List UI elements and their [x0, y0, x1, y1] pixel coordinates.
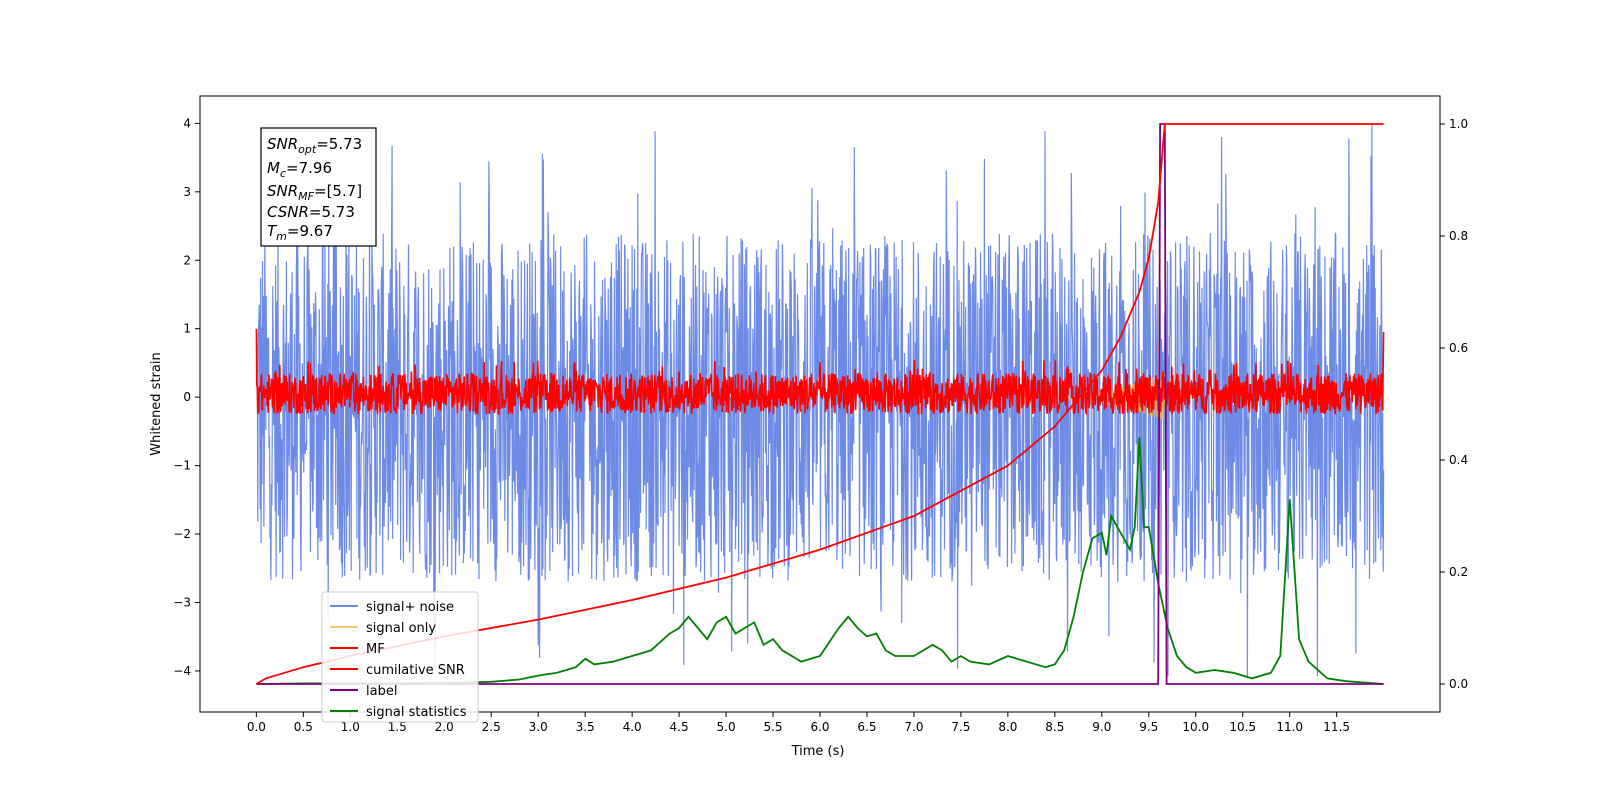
x-tick-label: 6.0 [810, 720, 829, 734]
x-tick-label: 0.0 [247, 720, 266, 734]
x-tick-label: 11.5 [1323, 720, 1350, 734]
y-right-tick-label: 0.8 [1449, 229, 1468, 243]
x-tick-label: 2.0 [435, 720, 454, 734]
legend-entry-label: signal statistics [366, 705, 467, 720]
annotation-snr-mf: SNRMF=[5.7] [267, 182, 362, 203]
x-axis-label: Time (s) [791, 744, 845, 759]
y-axis-right: 1.0 0.8 0.6 0.4 0.2 0.0 [1440, 117, 1468, 691]
annotation-box [260, 127, 377, 247]
x-tick-label: 4.5 [670, 720, 689, 734]
annotation-snr-opt: SNRopt=5.73 [267, 135, 362, 156]
x-tick-label: 3.0 [529, 720, 548, 734]
stats-annotation: SNRopt=5.73 Mc=7.96 SNRMF=[5.7] CSNR=5.7… [260, 127, 377, 247]
x-tick-label: 5.0 [717, 720, 736, 734]
x-tick-label: 1.0 [341, 720, 360, 734]
x-axis: 0.0 0.5 1.0 1.5 2.0 2.5 3.0 3.5 4.0 4.5 5.0 5.5 6.0 6… [247, 712, 1350, 734]
x-tick-label: 8.5 [1045, 720, 1064, 734]
x-tick-label: 11.0 [1276, 720, 1303, 734]
x-tick-label: 2.5 [482, 720, 501, 734]
x-tick-label: 6.5 [857, 720, 876, 734]
legend-entry-label: cumilative SNR [366, 663, 465, 678]
y-right-tick-label: 0.0 [1449, 677, 1468, 691]
legend-entry-label: signal+ noise [366, 600, 454, 615]
y-axis-label: Whitened strain [149, 352, 164, 455]
x-tick-label: 3.5 [576, 720, 595, 734]
series-signal-statistics [256, 437, 1384, 685]
y-left-tick-label: −3 [173, 595, 191, 609]
legend-entry-label: MF [366, 642, 385, 657]
series-label [256, 123, 1384, 685]
x-tick-label: 0.5 [294, 720, 313, 734]
x-tick-label: 10.5 [1229, 720, 1256, 734]
y-right-tick-label: 0.2 [1449, 565, 1468, 579]
y-right-tick-label: 1.0 [1449, 117, 1468, 131]
y-left-tick-label: −4 [173, 664, 191, 678]
y-left-tick-label: 1 [183, 322, 191, 336]
y-left-tick-label: −2 [173, 527, 191, 541]
y-axis-left: 4 3 2 1 0 −1 −2 −3 −4 [173, 116, 200, 678]
x-tick-label: 8.0 [998, 720, 1017, 734]
legend-entry-label: signal only [366, 621, 436, 636]
annotation-tm: Tm=9.67 [267, 222, 333, 243]
x-tick-label: 9.5 [1139, 720, 1158, 734]
y-left-tick-label: 0 [183, 390, 191, 404]
series-mf [255, 328, 1385, 416]
legend-box [321, 591, 479, 723]
y-left-tick-label: 3 [183, 185, 191, 199]
annotation-csnr: CSNR=5.73 [267, 203, 355, 221]
legend-entry-label: label [366, 684, 397, 699]
x-tick-label: 1.5 [388, 720, 407, 734]
x-tick-label: 4.0 [623, 720, 642, 734]
x-tick-label: 5.5 [763, 720, 782, 734]
y-right-tick-label: 0.4 [1449, 453, 1468, 467]
y-left-tick-label: −1 [173, 459, 191, 473]
y-left-tick-label: 4 [183, 116, 191, 130]
annotation-mc: Mc=7.96 [267, 159, 332, 180]
x-tick-label: 10.0 [1182, 720, 1209, 734]
x-tick-label: 7.0 [904, 720, 923, 734]
y-left-tick-label: 2 [183, 253, 191, 267]
x-tick-label: 9.0 [1092, 720, 1111, 734]
legend: signal+ noise signal only MF cumilative SNR… [321, 591, 479, 723]
y-right-tick-label: 0.6 [1449, 341, 1468, 355]
x-tick-label: 7.5 [951, 720, 970, 734]
